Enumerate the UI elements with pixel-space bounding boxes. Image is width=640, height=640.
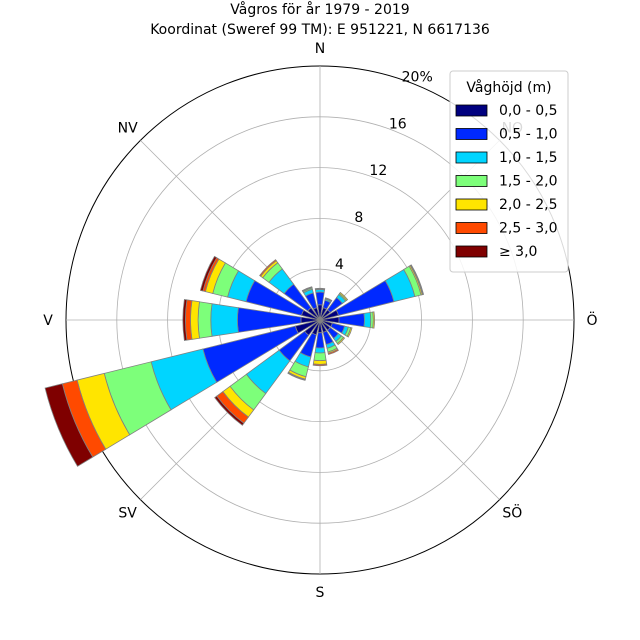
- legend-items: 0,0 - 0,5 0,5 - 1,0 1,0 - 1,5 1,5 - 2,0 2,0 …: [455, 103, 557, 260]
- bar-segment: [315, 291, 325, 306]
- sector-bar: [319, 291, 349, 321]
- bar-segment: [301, 286, 313, 292]
- sector-bar: [319, 319, 346, 346]
- chart-title: Vågros för år 1979 - 2019: [230, 1, 409, 18]
- direction-label: NV: [118, 121, 138, 137]
- bar-segment: [410, 264, 425, 296]
- bar-segment: [346, 327, 353, 338]
- legend-label: 0,0 - 0,5: [499, 103, 557, 119]
- legend-frame: [449, 70, 569, 273]
- radial-tick-label: 4: [335, 257, 344, 273]
- sector-bar: [199, 255, 321, 321]
- radial-tick-label: 16: [389, 116, 407, 132]
- bar-segment: [372, 311, 376, 329]
- direction-label: S: [316, 585, 325, 601]
- bar-segment: [199, 255, 218, 292]
- radial-tick-label: 20%: [402, 69, 433, 85]
- sector-bar: [319, 311, 376, 329]
- direction-labels: NNOÖSÖSSVVNV: [43, 41, 597, 601]
- radial-tick-labels: 4 8 12 16 20%: [335, 69, 433, 273]
- bar-segment: [44, 383, 94, 467]
- legend: Våghöjd (m) 0,0 - 0,5 0,5 - 1,0 1,0 - 1,5 1…: [449, 70, 569, 273]
- bar-segment: [259, 259, 277, 277]
- bar-segment: [324, 297, 333, 302]
- bar-segment: [287, 372, 306, 381]
- direction-label: N: [315, 41, 325, 57]
- legend-swatch: [455, 222, 488, 234]
- sector-bar: [259, 259, 321, 321]
- bar-segment: [210, 303, 239, 337]
- bar-segment: [182, 299, 188, 341]
- legend-label: ≥ 3,0: [499, 244, 537, 260]
- rose-bars: [44, 255, 425, 467]
- legend-title: Våghöjd (m): [466, 79, 551, 96]
- bar-segment: [336, 336, 346, 346]
- bar-segment: [190, 300, 200, 340]
- direction-label: SÖ: [502, 503, 522, 521]
- legend-swatch: [455, 151, 488, 164]
- legend-swatch: [455, 175, 488, 187]
- sector-bar: [312, 319, 328, 367]
- bar-segment: [363, 311, 372, 329]
- bar-segment: [314, 287, 326, 290]
- bar-segment: [214, 395, 245, 426]
- legend-label: 0,5 - 1,0: [499, 127, 557, 143]
- sector-bar: [319, 319, 353, 338]
- legend-swatch: [455, 128, 488, 140]
- bar-segment: [338, 312, 365, 328]
- chart-subtitle: Koordinat (Sweref 99 TM): E 951221, N 66…: [150, 22, 490, 38]
- sector-bar: [301, 286, 321, 321]
- bar-segment: [315, 332, 325, 349]
- sector-bar: [314, 287, 326, 321]
- grid-spoke: [319, 319, 500, 500]
- legend-swatch: [455, 245, 488, 258]
- bar-segment: [312, 363, 328, 367]
- bar-segment: [339, 291, 349, 301]
- sector-bar: [182, 299, 321, 341]
- legend-label: 1,5 - 2,0: [499, 174, 557, 190]
- sector-bar: [287, 319, 321, 381]
- sector-bar: [319, 319, 339, 356]
- sector-bar: [319, 297, 333, 321]
- legend-label: 2,5 - 3,0: [499, 221, 557, 237]
- bar-segment: [314, 347, 326, 354]
- legend-swatch: [455, 104, 488, 117]
- direction-label: V: [43, 313, 53, 329]
- legend-swatch: [455, 198, 488, 211]
- sector-bar: [319, 264, 425, 321]
- radial-tick-label: 8: [354, 210, 363, 226]
- direction-label: Ö: [586, 311, 597, 329]
- bar-segment: [327, 348, 339, 356]
- sector-bar: [44, 319, 321, 467]
- sector-bar: [214, 319, 321, 426]
- legend-label: 1,0 - 1,5: [499, 150, 557, 166]
- bar-segment: [197, 301, 213, 339]
- radial-tick-label: 12: [369, 163, 387, 179]
- legend-label: 2,0 - 2,5: [499, 197, 557, 213]
- direction-label: SV: [118, 505, 137, 521]
- bar-segment: [313, 352, 327, 362]
